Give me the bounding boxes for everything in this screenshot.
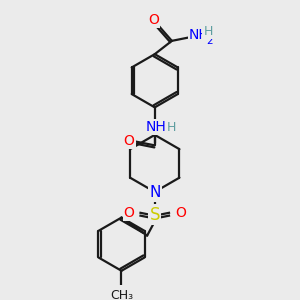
Text: NH: NH — [189, 28, 210, 42]
Text: NH: NH — [145, 120, 166, 134]
Text: H: H — [203, 25, 213, 38]
Text: O: O — [175, 206, 186, 220]
Text: O: O — [124, 206, 134, 220]
Text: CH₃: CH₃ — [110, 289, 133, 300]
Text: N: N — [149, 185, 160, 200]
Text: 2: 2 — [206, 36, 213, 46]
Text: O: O — [124, 134, 134, 148]
Text: H: H — [167, 121, 176, 134]
Text: S: S — [149, 206, 160, 224]
Text: O: O — [148, 13, 159, 27]
